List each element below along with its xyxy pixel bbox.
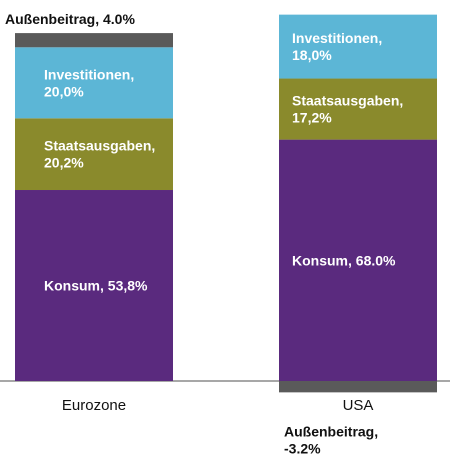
data-label-usa-aussenbeitrag: Außenbeitrag, -3.2% [284, 423, 378, 456]
bar-segment-usa-staatsausgaben [279, 78, 437, 140]
bar-segment-usa-investitionen [279, 14, 437, 79]
x-tick-label-usa: USA [343, 397, 374, 414]
bar-segment-eurozone-aussenbeitrag [15, 33, 173, 48]
data-label-eurozone-aussenbeitrag: Außenbeitrag, 4.0% [5, 11, 135, 27]
data-label-usa-investitionen: Investitionen, 18,0% [292, 30, 382, 63]
data-label-eurozone-konsum: Konsum, 53,8% [44, 278, 148, 294]
x-tick-label-eurozone: Eurozone [62, 397, 126, 414]
data-label-usa-staatsausgaben: Staatsausgaben, 17,2% [292, 93, 403, 126]
data-label-eurozone-staatsausgaben: Staatsausgaben, 20,2% [44, 138, 155, 171]
data-label-eurozone-investitionen: Investitionen, 20,0% [44, 66, 134, 99]
bar-segment-usa-konsum [279, 139, 437, 381]
bar-segment-usa-aussenbeitrag [279, 381, 437, 393]
bars-layer [15, 14, 437, 393]
data-label-usa-konsum: Konsum, 68.0% [292, 252, 396, 268]
bar-segment-eurozone-konsum [15, 190, 173, 381]
bar-segment-eurozone-staatsausgaben [15, 118, 173, 191]
bar-segment-eurozone-investitionen [15, 47, 173, 119]
labels-layer: Konsum, 53,8% Staatsausgaben, 20,2% Investi… [5, 11, 403, 456]
